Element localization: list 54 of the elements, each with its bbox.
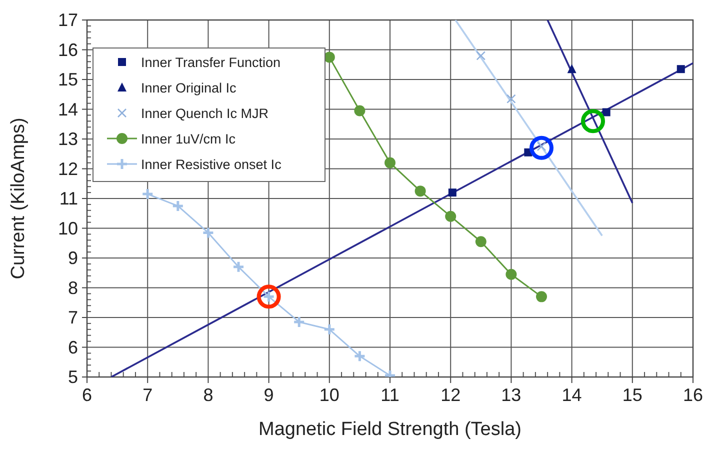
x-tick-label: 6 <box>82 385 92 405</box>
point <box>475 236 486 248</box>
point <box>602 108 610 116</box>
x-tick-label: 9 <box>264 385 274 405</box>
point <box>414 186 426 197</box>
point <box>581 109 606 134</box>
legend-label: Inner Quench Ic MJR <box>141 106 269 121</box>
point <box>676 65 685 74</box>
legend-label: Inner Original Ic <box>141 80 237 96</box>
x-tick-label: 16 <box>682 385 704 405</box>
point <box>292 316 306 328</box>
legend-label: Inner 1uV/cm Ic <box>141 132 236 146</box>
point <box>506 268 517 280</box>
y-tick-label: 9 <box>68 248 78 268</box>
legend-label: Inner Transfer Function <box>141 55 281 70</box>
y-tick-label: 7 <box>68 308 78 328</box>
point <box>354 105 366 116</box>
legend-label: Inner Resistive onset Ic <box>141 157 282 172</box>
point <box>448 188 456 197</box>
point <box>323 323 336 336</box>
point <box>567 64 576 74</box>
y-tick-label: 15 <box>58 70 78 90</box>
x-tick-label: 10 <box>319 385 340 405</box>
point <box>202 226 214 239</box>
point <box>353 350 366 362</box>
y-tick-label: 12 <box>58 158 78 179</box>
x-tick-label: 11 <box>380 385 400 405</box>
point <box>172 200 184 212</box>
y-tick-label: 17 <box>58 10 78 30</box>
point <box>506 94 516 104</box>
x-tick-label: 15 <box>622 385 642 405</box>
y-tick-label: 8 <box>68 278 78 298</box>
y-axis-title: Current (KiloAmps) <box>8 118 29 280</box>
point <box>256 284 281 309</box>
y-tick-label: 6 <box>68 337 78 358</box>
point <box>530 136 554 160</box>
y-tick-label: 14 <box>58 99 78 120</box>
point <box>536 291 547 302</box>
point <box>232 260 245 274</box>
point <box>476 51 486 60</box>
x-tick-label: 7 <box>142 385 153 405</box>
y-tick-label: 10 <box>58 218 78 238</box>
y-tick-label: 13 <box>58 129 78 149</box>
x-tick-label: 12 <box>440 385 461 405</box>
point <box>445 210 456 222</box>
x-axis-title: Magnetic Field Strength (Tesla) <box>258 419 522 440</box>
x-tick-label: 8 <box>203 385 214 405</box>
y-tick-label: 11 <box>59 188 78 208</box>
point <box>141 188 154 200</box>
point <box>384 157 396 168</box>
x-tick-label: 14 <box>562 385 582 405</box>
y-tick-label: 16 <box>58 40 78 60</box>
x-tick-label: 13 <box>501 385 522 405</box>
y-tick-label: 5 <box>68 367 78 387</box>
